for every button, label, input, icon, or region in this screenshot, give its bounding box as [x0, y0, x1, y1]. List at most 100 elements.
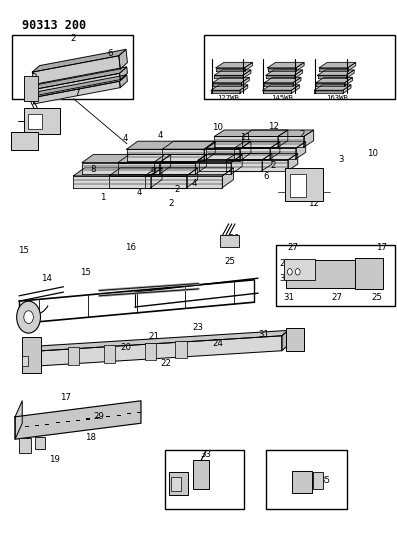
Polygon shape — [319, 62, 356, 68]
Polygon shape — [222, 168, 233, 188]
Text: 16: 16 — [125, 244, 137, 252]
Text: 31: 31 — [258, 330, 270, 339]
Polygon shape — [214, 70, 251, 75]
Polygon shape — [268, 68, 296, 71]
Polygon shape — [314, 90, 343, 93]
Polygon shape — [109, 176, 187, 188]
Bar — [104, 345, 115, 362]
Text: 26: 26 — [229, 235, 240, 243]
Text: 19: 19 — [49, 455, 60, 464]
Polygon shape — [198, 154, 272, 160]
Polygon shape — [162, 141, 251, 149]
Polygon shape — [296, 62, 304, 71]
Text: 2: 2 — [174, 185, 179, 193]
Polygon shape — [33, 56, 120, 85]
Bar — [86, 418, 90, 419]
Bar — [45, 424, 49, 425]
Bar — [286, 260, 358, 288]
Polygon shape — [33, 73, 120, 96]
Polygon shape — [206, 148, 270, 159]
Polygon shape — [145, 168, 233, 176]
Polygon shape — [346, 70, 354, 78]
Bar — [193, 460, 209, 489]
Bar — [117, 415, 121, 416]
Bar — [266, 450, 347, 509]
Polygon shape — [296, 142, 306, 159]
Bar — [22, 337, 41, 373]
Text: 30: 30 — [279, 274, 291, 282]
Text: 4: 4 — [192, 180, 197, 188]
Text: 24: 24 — [212, 340, 223, 348]
Text: 33: 33 — [200, 450, 211, 458]
Polygon shape — [318, 70, 354, 75]
Text: 1: 1 — [100, 193, 106, 201]
Bar — [11, 132, 38, 150]
Polygon shape — [118, 163, 195, 174]
Text: 11: 11 — [240, 133, 251, 142]
Text: 90313 200: 90313 200 — [22, 19, 86, 31]
Polygon shape — [127, 141, 215, 149]
Polygon shape — [240, 85, 248, 93]
Bar — [286, 328, 304, 351]
Bar — [19, 438, 31, 453]
Circle shape — [17, 301, 40, 333]
Polygon shape — [214, 75, 243, 78]
Polygon shape — [213, 83, 241, 86]
Polygon shape — [211, 90, 240, 93]
Polygon shape — [33, 67, 127, 90]
Polygon shape — [216, 62, 252, 68]
Text: 22: 22 — [160, 359, 172, 368]
Text: 163WB: 163WB — [326, 95, 348, 101]
Bar — [12, 35, 133, 99]
Polygon shape — [242, 130, 314, 136]
Bar — [66, 421, 70, 422]
Polygon shape — [234, 148, 296, 159]
Text: 2: 2 — [169, 199, 174, 208]
Text: 5: 5 — [31, 71, 37, 80]
Polygon shape — [73, 176, 151, 188]
Polygon shape — [26, 330, 288, 352]
Polygon shape — [73, 168, 162, 176]
Polygon shape — [118, 155, 206, 163]
Text: 4: 4 — [158, 132, 164, 140]
Text: 6: 6 — [108, 49, 113, 58]
Polygon shape — [278, 130, 288, 147]
Polygon shape — [226, 154, 298, 160]
Polygon shape — [319, 68, 348, 71]
Text: 29: 29 — [93, 413, 104, 421]
Text: 18: 18 — [85, 433, 96, 441]
Polygon shape — [82, 163, 160, 174]
Bar — [35, 437, 45, 449]
Text: 14: 14 — [41, 274, 52, 282]
Polygon shape — [240, 141, 251, 161]
Polygon shape — [291, 85, 299, 93]
Polygon shape — [288, 154, 298, 171]
Polygon shape — [241, 77, 249, 86]
Text: 21: 21 — [148, 333, 160, 341]
Polygon shape — [15, 401, 141, 439]
Polygon shape — [245, 62, 252, 71]
Bar — [76, 420, 80, 421]
Polygon shape — [15, 401, 22, 439]
Polygon shape — [119, 67, 127, 79]
Bar — [169, 472, 188, 495]
Polygon shape — [263, 85, 299, 90]
Polygon shape — [263, 90, 291, 93]
Bar — [137, 412, 141, 413]
Text: 17: 17 — [60, 393, 71, 401]
Polygon shape — [82, 155, 171, 163]
Polygon shape — [127, 149, 204, 161]
Bar — [220, 235, 239, 247]
Bar — [96, 417, 100, 418]
Polygon shape — [266, 75, 295, 78]
Polygon shape — [109, 168, 198, 176]
Text: 12: 12 — [308, 199, 319, 208]
Bar — [290, 174, 306, 197]
Bar — [24, 108, 60, 134]
Text: 27: 27 — [287, 244, 299, 252]
Bar — [276, 245, 395, 306]
Polygon shape — [33, 50, 126, 72]
Polygon shape — [33, 81, 120, 104]
Bar — [204, 35, 395, 99]
Polygon shape — [154, 163, 231, 174]
